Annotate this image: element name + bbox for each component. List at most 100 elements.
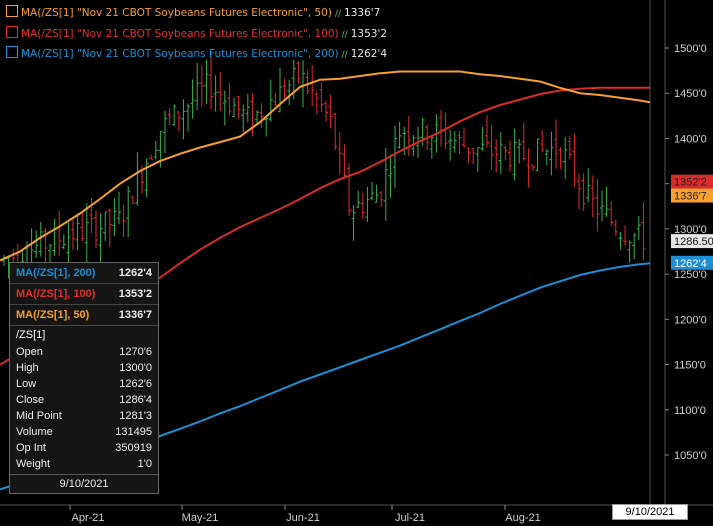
ohlc-bar [613,219,618,236]
ohlc-bar [337,132,342,175]
ohlc-bar [627,240,632,263]
x-tick-label: Jul-21 [395,512,425,524]
ohlc-bar [577,174,581,210]
tooltip-field-row: Volume 131495 [10,424,158,440]
ohlc-bar [429,135,434,159]
ohlc-bar [554,119,558,169]
ohlc-bar [296,61,301,84]
ohlc-bar [305,70,310,95]
field-label: Close [16,394,45,406]
ohlc-bar [632,233,637,260]
ohlc-bar [195,63,200,111]
ohlc-bar [333,112,338,151]
ohlc-bar [2,254,6,267]
ohlc-bar [489,125,494,171]
tooltip-ma100-row: MA(/ZS[1], 100) 1353'2 [10,284,158,305]
ohlc-bar [549,131,554,176]
ohlc-bar [457,131,462,154]
price-label: 1286.50 [671,234,713,249]
y-tick-label: 1200'0 [674,314,707,326]
ohlc-bar [176,111,181,132]
tooltip-fields: Open 1270'6 High 1300'0 Low 1262'6 Close 128… [10,344,158,472]
study-icon [6,5,18,17]
ohlc-bar [439,109,443,147]
tooltip-field-row: Low 1262'6 [10,376,158,392]
ohlc-bar [383,147,388,221]
ohlc-bar [604,186,609,217]
legend-ma200-value: 1262'4 [350,48,388,60]
ohlc-bar [498,132,503,174]
tooltip-field-row: Op Int 350919 [10,440,158,456]
field-value: 1300'0 [119,362,152,374]
tooltip-ma50-row: MA(/ZS[1], 50) 1336'7 [10,305,158,326]
ohlc-bar [586,168,591,203]
ohlc-bar [112,198,117,236]
ohlc-bar [282,78,287,101]
ohlc-bar [80,210,85,242]
price-label-text: 1336'7 [674,191,707,203]
price-label-box [671,174,713,189]
ohlc-bar [103,211,108,241]
x-tick-label: Jun-21 [286,512,320,524]
legend-ma200[interactable]: MA(/ZS[1] "Nov 21 CBOT Soybeans Futures … [6,46,387,60]
ohlc-bar [406,116,411,157]
field-label: Mid Point [16,410,62,422]
legend-ma200-label: MA(/ZS[1] "Nov 21 CBOT Soybeans Futures … [21,48,339,60]
ohlc-bar [222,90,227,126]
ohlc-bar [259,103,264,129]
trend-icon: ∕∕ [341,50,348,60]
ohlc-bar [540,130,545,153]
ohlc-bar [356,190,361,209]
ohlc-bar [273,92,278,106]
legend-ma100-label: MA(/ZS[1] "Nov 21 CBOT Soybeans Futures … [21,28,339,40]
ohlc-bar [448,129,453,161]
ohlc-bar [250,93,255,137]
legend-ma50-label: MA(/ZS[1] "Nov 21 CBOT Soybeans Futures … [21,7,332,19]
ohlc-bar [526,148,531,188]
ohlc-bar [264,117,269,137]
ohlc-bar [167,108,172,126]
legend-ma100[interactable]: MA(/ZS[1] "Nov 21 CBOT Soybeans Futures … [6,26,387,40]
tooltip-date: 9/10/2021 [10,474,158,493]
ohlc-bar [84,203,89,265]
ohlc-bar [328,94,333,129]
ohlc-bar [512,128,517,181]
tooltip-ma50-value: 1336'7 [118,309,152,321]
ohlc-bar [144,158,149,197]
ohlc-bar [172,104,177,127]
ohlc-bar [153,140,158,160]
tooltip-ma200-value: 1262'4 [118,267,152,279]
ohlc-bar [508,140,512,172]
ohlc-bar [121,204,126,237]
ohlc-bar [186,103,190,132]
field-label: High [16,362,39,374]
ohlc-bar [590,175,595,218]
ohlc-bar [34,230,39,258]
ohlc-bar [618,231,623,250]
ohlc-bar [641,202,646,262]
ohlc-bar [310,65,315,107]
ohlc-bar [255,110,259,124]
ohlc-bar [287,79,292,106]
ohlc-bar [558,147,563,170]
ohlc-bar [209,53,213,110]
price-label-box [671,188,713,203]
price-label: 1336'7 [671,188,713,203]
ohlc-bar [623,225,627,246]
ohlc-bar [370,182,374,201]
data-tooltip: MA(/ZS[1], 200) 1262'4 MA(/ZS[1], 100) 1… [9,262,159,494]
ohlc-bar [117,191,121,225]
ohlc-bar [135,152,140,207]
field-value: 1270'6 [119,346,152,358]
tooltip-field-row: Weight 1'0 [10,456,158,472]
ohlc-bar [475,147,480,172]
ohlc-bar [268,79,273,122]
ohlc-bar [531,164,535,172]
price-label: 1352'2 [671,174,713,189]
ohlc-bar [563,136,568,180]
ohlc-bar [567,136,572,159]
legend-ma50[interactable]: MA(/ZS[1] "Nov 21 CBOT Soybeans Futures … [6,5,380,19]
ohlc-bar [360,192,365,220]
ohlc-bar [301,60,305,108]
